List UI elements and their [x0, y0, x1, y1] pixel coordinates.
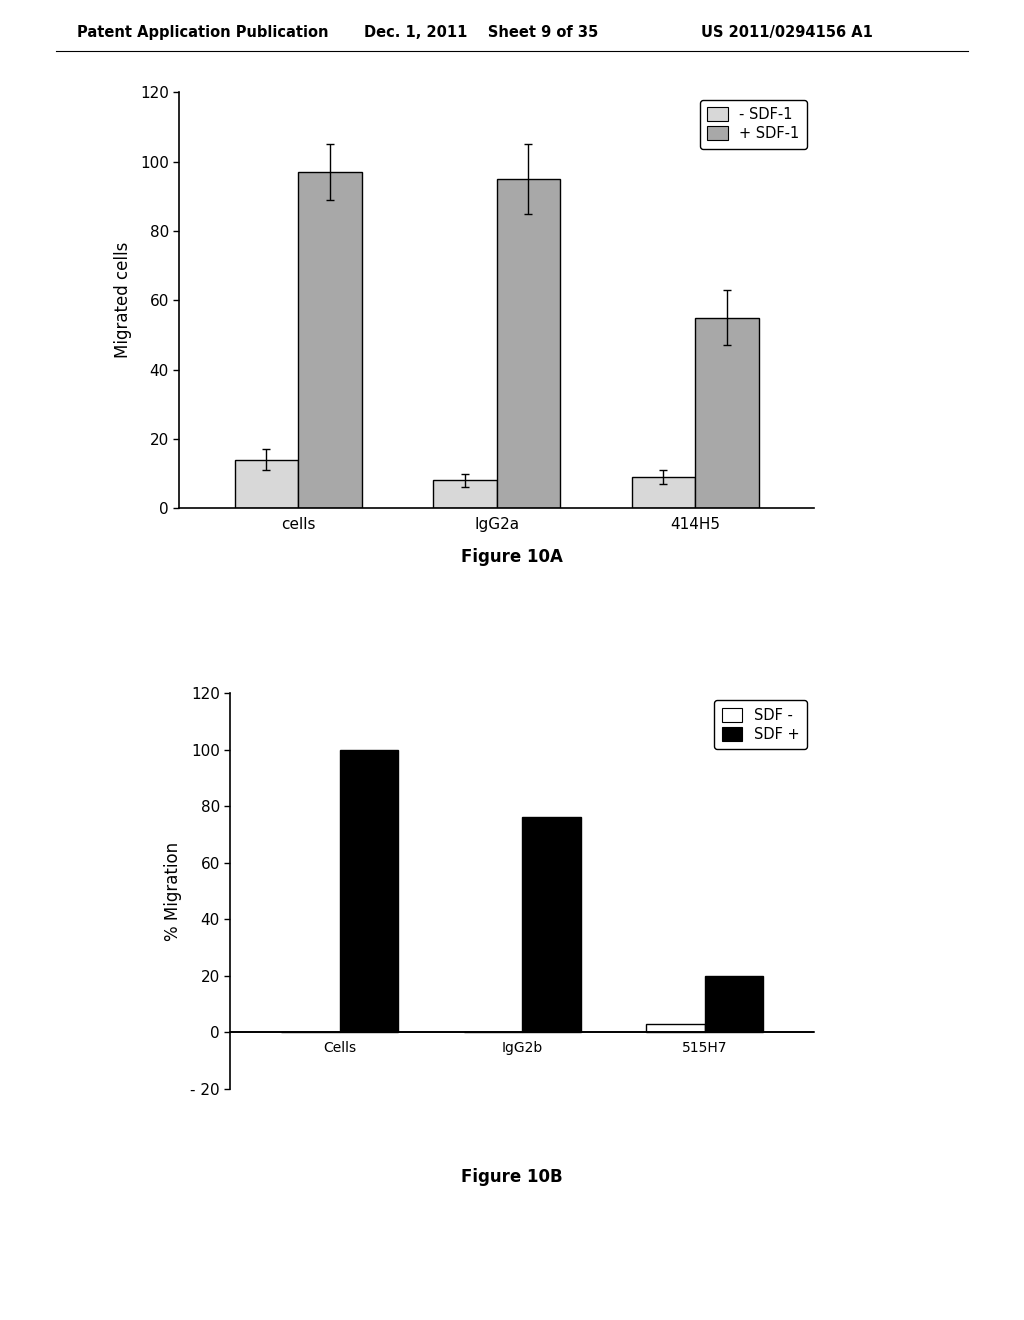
Text: Patent Application Publication: Patent Application Publication: [77, 25, 329, 40]
Y-axis label: % Migration: % Migration: [164, 841, 182, 941]
Legend: SDF -, SDF +: SDF -, SDF +: [715, 701, 807, 750]
Text: Figure 10B: Figure 10B: [461, 1168, 563, 1187]
Bar: [298, 172, 361, 508]
Text: US 2011/0294156 A1: US 2011/0294156 A1: [701, 25, 873, 40]
Y-axis label: Migrated cells: Migrated cells: [114, 242, 131, 359]
Bar: [433, 480, 497, 508]
Text: Dec. 1, 2011    Sheet 9 of 35: Dec. 1, 2011 Sheet 9 of 35: [364, 25, 598, 40]
Bar: [695, 318, 759, 508]
Bar: [632, 477, 695, 508]
Legend: - SDF-1, + SDF-1: - SDF-1, + SDF-1: [699, 100, 807, 149]
Bar: [340, 750, 398, 1032]
Bar: [646, 1024, 705, 1032]
Text: Figure 10A: Figure 10A: [461, 548, 563, 566]
Bar: [522, 817, 581, 1032]
Bar: [234, 459, 298, 508]
Bar: [497, 180, 560, 508]
Bar: [705, 975, 763, 1032]
